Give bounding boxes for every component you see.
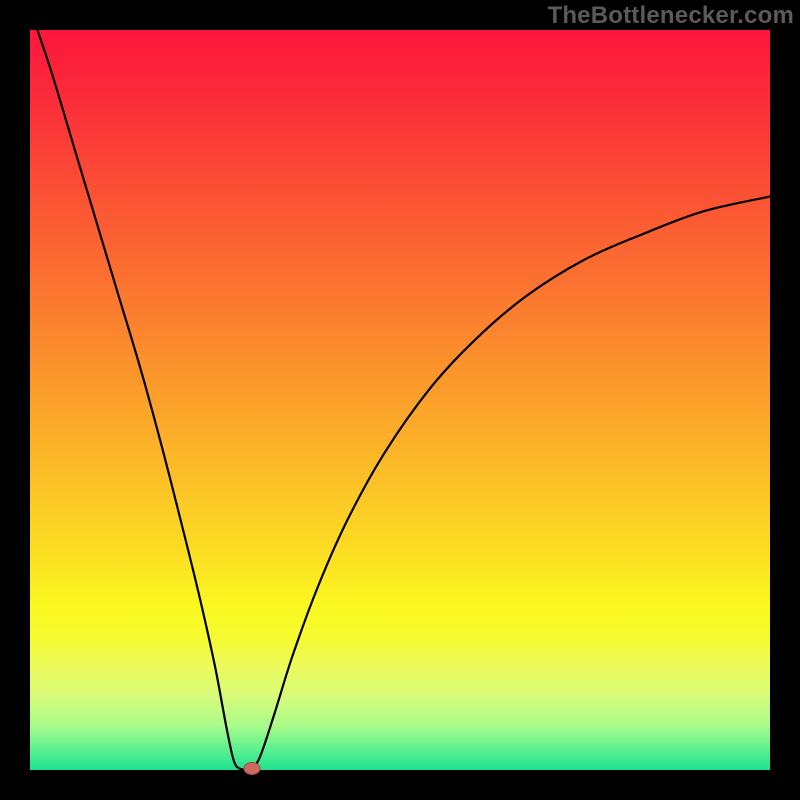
watermark-text: TheBottlenecker.com bbox=[547, 2, 794, 30]
curve-layer bbox=[0, 0, 800, 800]
minimum-marker bbox=[244, 763, 260, 775]
chart-container: TheBottlenecker.com bbox=[0, 0, 800, 800]
bottleneck-curve bbox=[37, 30, 770, 770]
